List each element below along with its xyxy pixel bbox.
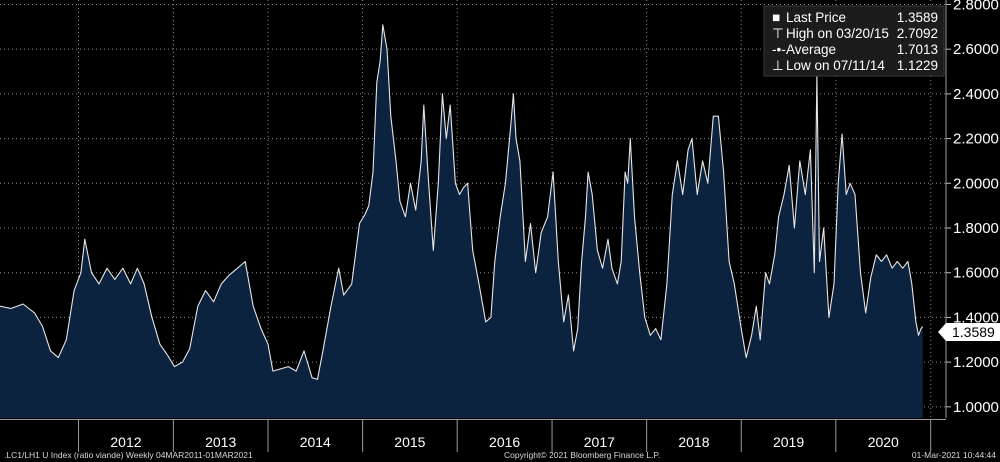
y-tick-label: 1.2000 — [953, 354, 999, 371]
y-tick-label: 2.0000 — [953, 175, 999, 192]
x-tick-label: 2013 — [205, 434, 236, 450]
legend-label-3: Average — [786, 42, 836, 57]
footer-source: .LC1/LH1 U Index (ratio viande) Weekly 0… — [4, 450, 253, 460]
legend-label-1: Last Price — [786, 10, 846, 25]
legend-value-3: 1.7013 — [897, 42, 938, 57]
footer-copyright: Copyright© 2021 Bloomberg Finance L.P. — [504, 450, 660, 460]
legend-label-4: Low on 07/11/14 — [786, 58, 885, 73]
legend-value-2: 2.7092 — [897, 26, 938, 41]
legend-marker-3: -•- — [772, 42, 786, 57]
legend-label-2: High on 03/20/15 — [786, 26, 889, 41]
y-tick-label: 1.6000 — [953, 265, 999, 282]
footer: .LC1/LH1 U Index (ratio viande) Weekly 0… — [4, 450, 996, 460]
y-tick-label: 2.6000 — [953, 41, 999, 58]
x-tick-label: 2014 — [300, 434, 331, 450]
x-axis-dividers — [0, 0, 947, 452]
legend-box: ■ Last Price 1.3589 ⊤ High on 03/20/15 2.7092… — [763, 5, 945, 77]
y-tick-label: 2.2000 — [953, 131, 999, 148]
last-price-tag-shape — [938, 323, 1000, 341]
x-tick-label: 2012 — [110, 434, 141, 450]
x-tick-label: 2016 — [489, 434, 520, 450]
last-price-tag-label: 1.3589 — [952, 324, 995, 340]
y-axis-ticks: 1.0000 1.2000 1.4000 1.6000 1.8000 2.0000 2.20… — [946, 0, 999, 416]
y-tick-label: 1.0000 — [953, 399, 999, 416]
y-tick-label: 1.4000 — [953, 309, 999, 326]
legend-marker-4: ⊥ — [772, 58, 784, 73]
x-tick-label: 2020 — [868, 434, 899, 450]
x-tick-label: 2019 — [773, 434, 804, 450]
y-tick-label: 2.8000 — [953, 0, 999, 13]
area-fill — [0, 24, 923, 419]
y-tick-label: 2.4000 — [953, 86, 999, 103]
footer-timestamp: 01-Mar-2021 10:44:44 — [912, 450, 996, 460]
x-tick-label: 2018 — [678, 434, 709, 450]
x-axis-ticks: 2012 2013 2014 2015 2016 2017 2018 2019 2020 — [110, 434, 899, 450]
legend-value-4: 1.1229 — [897, 58, 938, 73]
area-series — [0, 24, 924, 419]
y-tick-label: 1.8000 — [953, 220, 999, 237]
legend-value-1: 1.3589 — [897, 10, 938, 25]
legend-marker-2: ⊤ — [772, 26, 784, 41]
x-tick-label: 2017 — [584, 434, 615, 450]
price-line — [0, 24, 924, 380]
last-price-tag: 1.3589 — [938, 323, 1000, 341]
x-tick-label: 2015 — [394, 434, 425, 450]
legend-background — [763, 5, 945, 77]
legend-marker-1: ■ — [772, 10, 780, 25]
